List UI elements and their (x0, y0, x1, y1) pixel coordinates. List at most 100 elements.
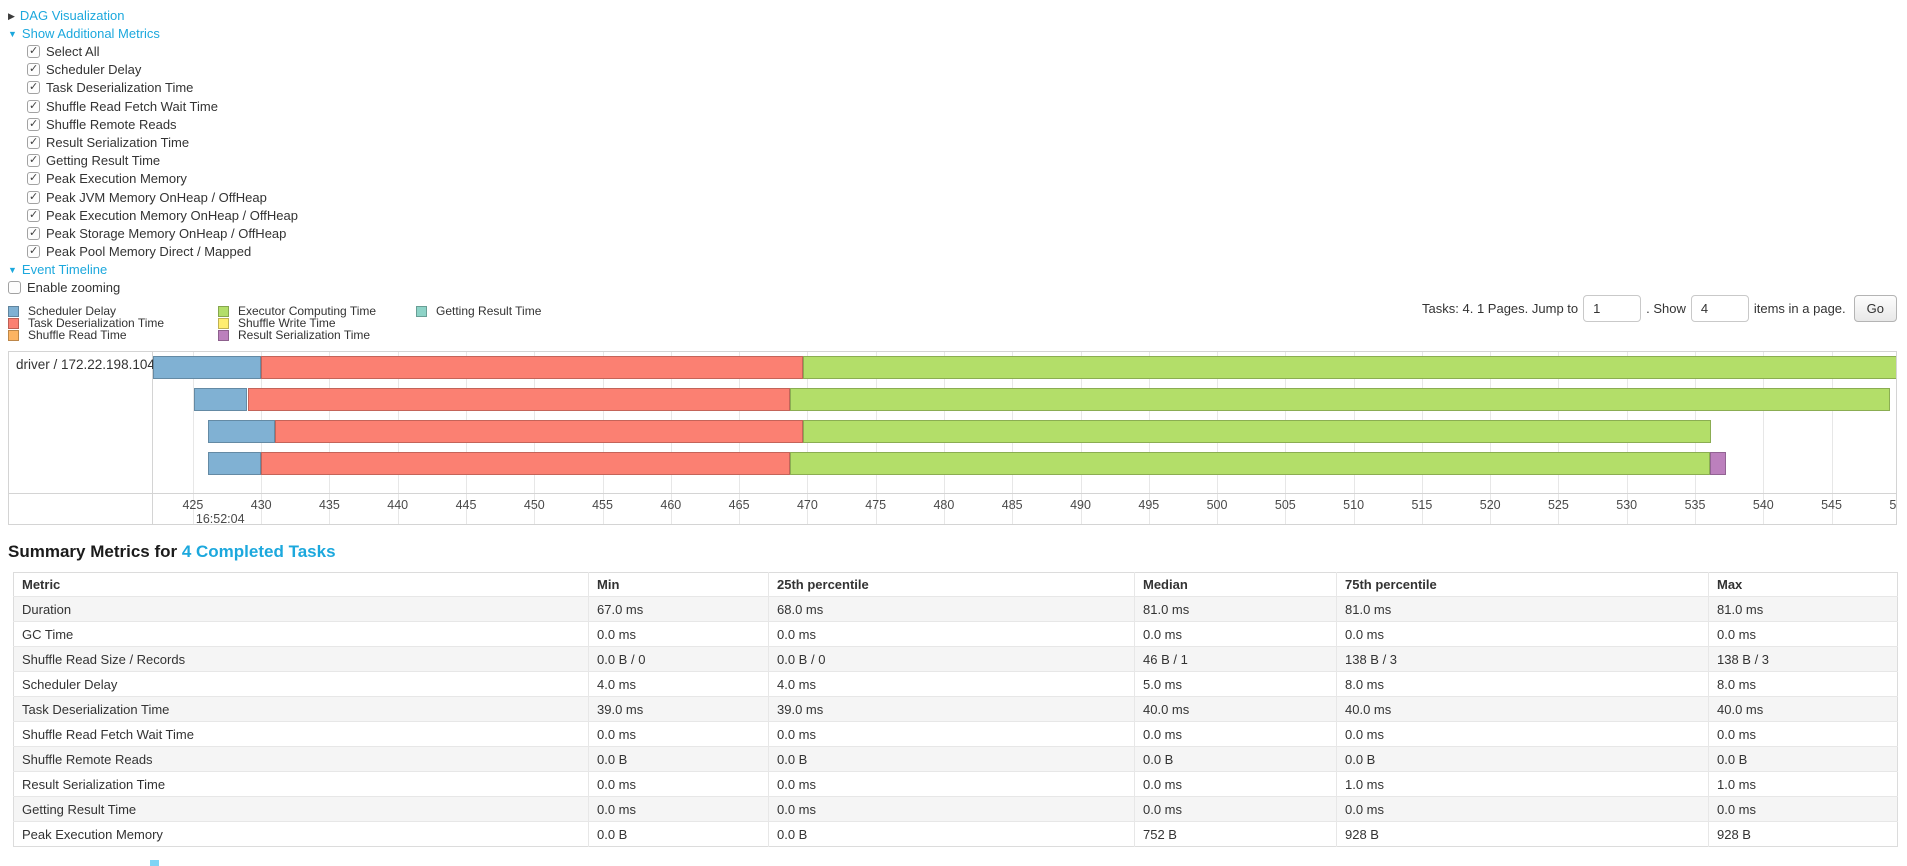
table-row: Getting Result Time 0.0 ms 0.0 ms 0.0 ms 0.0… (13, 796, 1898, 822)
table-cell: 0.0 B (1134, 746, 1337, 772)
dag-visualization-row[interactable]: ▶ DAG Visualization (8, 7, 298, 25)
task-bar-segment-task_deserialization[interactable] (274, 420, 804, 443)
legend-swatch-task_deserialization (8, 317, 19, 329)
table-cell: 68.0 ms (768, 596, 1135, 622)
metric-checkbox-label: Peak Execution Memory (46, 171, 187, 187)
metric-checkbox[interactable] (27, 99, 40, 113)
table-cell: 39.0 ms (768, 696, 1135, 722)
metric-checkbox[interactable] (27, 208, 40, 222)
timeline-axis-separator (9, 493, 1896, 494)
metric-checkbox-label: Peak Execution Memory OnHeap / OffHeap (46, 207, 298, 223)
legend-column: Executor Computing Time Shuffle Write Tim… (218, 305, 402, 342)
summary-metrics-title: Summary Metrics for 4 Completed Tasks (8, 542, 336, 562)
table-cell: Peak Execution Memory (13, 821, 589, 847)
axis-tick-label: 500 (1206, 498, 1228, 512)
axis-tick-label: 515 (1411, 498, 1433, 512)
legend-swatch-shuffle_read (8, 329, 19, 341)
event-timeline-link[interactable]: Event Timeline (21, 262, 108, 278)
table-cell: 1.0 ms (1708, 771, 1898, 797)
axis-tick-label: 545 (1821, 498, 1842, 512)
metric-checkbox-row: Peak Pool Memory Direct / Mapped (27, 243, 298, 261)
axis-tick-label: 520 (1479, 498, 1501, 512)
legend-label: Task Deserialization Time (28, 316, 165, 331)
table-cell: 0.0 B / 0 (768, 646, 1135, 672)
metric-checkbox[interactable] (27, 63, 40, 77)
metric-checkbox-row: Shuffle Remote Reads (27, 116, 298, 134)
dag-visualization-link[interactable]: DAG Visualization (19, 8, 125, 23)
table-cell: 0.0 ms (588, 796, 769, 822)
completed-tasks-link[interactable]: 4 Completed Tasks (181, 542, 336, 561)
go-button[interactable]: Go (1853, 295, 1897, 322)
axis-tick-label: 450 (523, 498, 545, 512)
metric-checkbox[interactable] (27, 190, 40, 204)
enable-zooming-label: Enable zooming (27, 280, 121, 296)
table-cell: 138 B / 3 (1708, 646, 1898, 672)
jump-to-page-input[interactable] (1583, 295, 1642, 322)
table-cell: 4.0 ms (588, 671, 769, 697)
metric-checkbox[interactable] (27, 117, 40, 131)
task-bar-segment-executor_computing[interactable] (789, 388, 1891, 411)
axis-tick-label: 475 (865, 498, 887, 512)
table-cell: 81.0 ms (1336, 596, 1709, 622)
table-cell: 0.0 B (768, 746, 1135, 772)
task-bar-segment-executor_computing[interactable] (789, 452, 1710, 475)
table-cell: 40.0 ms (1708, 696, 1898, 722)
event-timeline-row[interactable]: ▼ Event Timeline (8, 261, 298, 279)
axis-tick-label: 480 (933, 498, 955, 512)
table-cell: Shuffle Read Size / Records (13, 646, 589, 672)
axis-tick-label: 465 (728, 498, 750, 512)
metric-checkbox-label: Select All (46, 44, 100, 59)
table-cell: 0.0 ms (1336, 721, 1709, 747)
task-bar-segment-scheduler_delay[interactable] (194, 388, 248, 411)
items-per-page-input[interactable] (1690, 295, 1749, 322)
task-bar-segment-scheduler_delay[interactable] (207, 452, 262, 475)
axis-tick-label: 425 (182, 498, 204, 512)
task-bar-segment-result_serialization[interactable] (1710, 452, 1727, 475)
table-header-row: Metric Min 25th percentile Median 75th perce… (14, 572, 1898, 597)
table-cell: 67.0 ms (588, 596, 769, 622)
axis-tick-label: 550 (1889, 498, 1896, 512)
table-cell: 81.0 ms (1708, 596, 1898, 622)
enable-zooming-checkbox[interactable] (8, 281, 21, 295)
table-cell: 81.0 ms (1134, 596, 1337, 622)
axis-tick-label: 485 (1001, 498, 1023, 512)
timeline-group-column: driver / 172.22.198.104 (9, 352, 155, 524)
legend-swatch-executor_computing (218, 305, 229, 317)
table-cell: 0.0 ms (768, 771, 1135, 797)
task-bar-segment-executor_computing[interactable] (803, 420, 1712, 443)
metric-checkbox[interactable] (27, 45, 40, 58)
task-bar-segment-executor_computing[interactable] (803, 356, 1896, 379)
table-cell: 138 B / 3 (1336, 646, 1709, 672)
arrow-right-icon: ▶ (8, 11, 15, 21)
metric-checkbox[interactable] (27, 135, 40, 149)
table-cell: Shuffle Read Fetch Wait Time (13, 721, 589, 747)
axis-tick-label: 505 (1274, 498, 1296, 512)
table-cell: 8.0 ms (1708, 671, 1898, 697)
metric-checkbox[interactable] (27, 245, 40, 259)
task-bar-segment-task_deserialization[interactable] (261, 452, 790, 475)
metric-checkbox[interactable] (27, 172, 40, 186)
table-cell: Scheduler Delay (13, 671, 589, 697)
show-additional-metrics-row[interactable]: ▼ Show Additional Metrics (8, 25, 298, 43)
task-bar-segment-task_deserialization[interactable] (261, 356, 804, 379)
metric-checkbox-row: Peak Execution Memory OnHeap / OffHeap (27, 207, 298, 225)
table-row: Shuffle Read Fetch Wait Time 0.0 ms 0.0 ms… (13, 721, 1898, 747)
task-bar (153, 356, 1896, 379)
metric-checkbox[interactable] (27, 81, 40, 95)
task-bar-segment-scheduler_delay[interactable] (153, 356, 262, 379)
axis-tick-label: 535 (1684, 498, 1706, 512)
legend-label: Getting Result Time (436, 304, 542, 318)
table-cell: Result Serialization Time (13, 771, 589, 797)
table-cell: Task Deserialization Time (13, 696, 589, 722)
show-additional-metrics-link[interactable]: Show Additional Metrics (21, 26, 160, 41)
legend-swatch-result_serialization (218, 329, 229, 341)
legend-swatch-getting_result (416, 305, 427, 317)
table-cell: 0.0 B / 0 (588, 646, 769, 672)
task-bar-segment-scheduler_delay[interactable] (207, 420, 275, 443)
metric-checkbox-label: Shuffle Remote Reads (46, 116, 177, 132)
task-bar-segment-task_deserialization[interactable] (247, 388, 790, 411)
table-cell: 0.0 B (1708, 746, 1898, 772)
table-cell: 0.0 ms (1708, 721, 1898, 747)
metric-checkbox[interactable] (27, 154, 40, 168)
metric-checkbox[interactable] (27, 226, 40, 240)
